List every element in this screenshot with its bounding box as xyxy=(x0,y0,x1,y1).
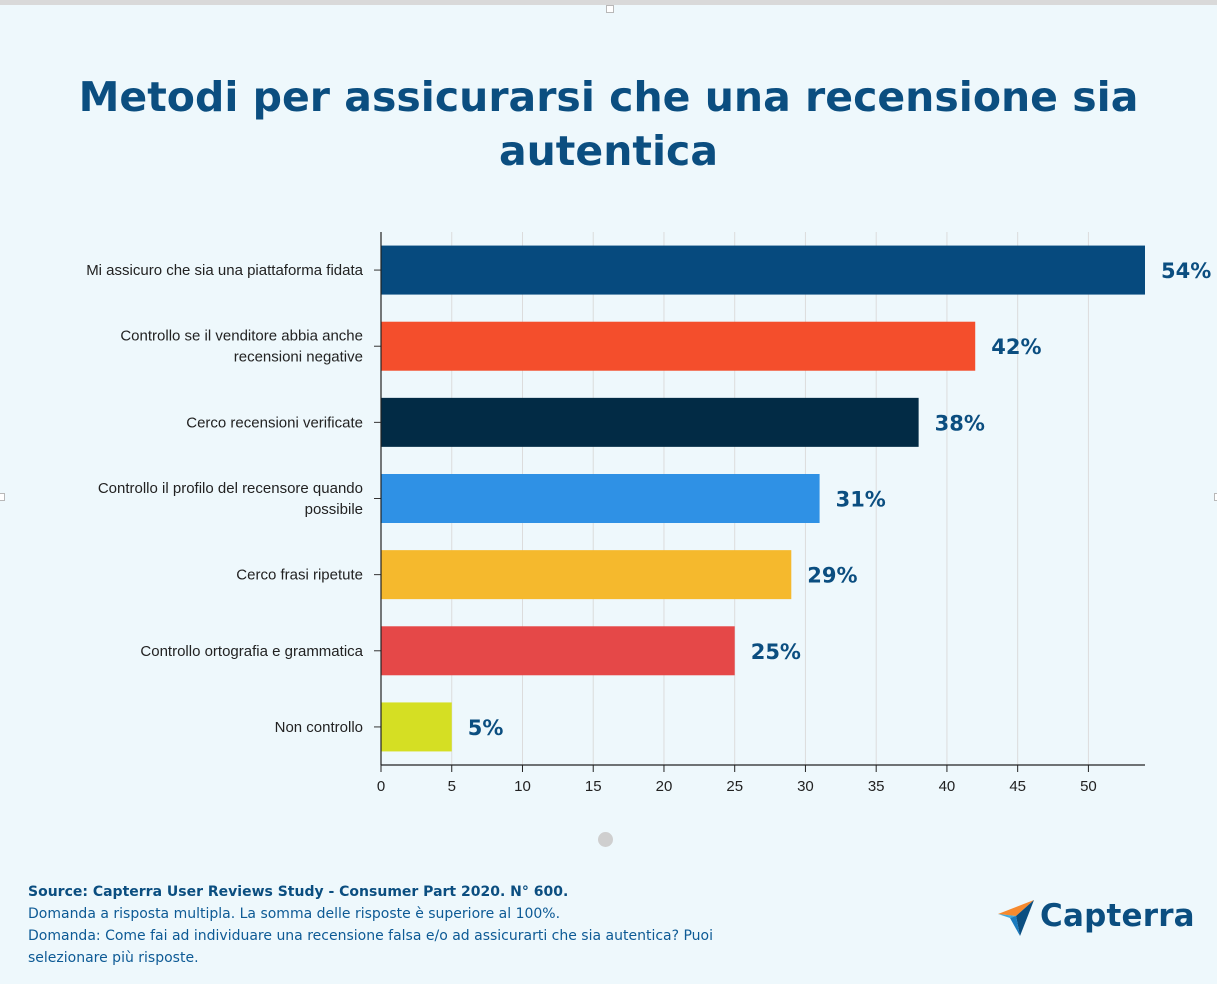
carousel-dot[interactable] xyxy=(598,832,613,847)
value-label: 31% xyxy=(836,488,886,512)
x-tick-label: 5 xyxy=(448,778,456,795)
chart-title: Metodi per assicurarsi che una recension… xyxy=(78,73,1139,175)
category-label: Controllo ortografia e grammatica xyxy=(140,643,363,660)
resize-handle-top[interactable] xyxy=(606,5,614,13)
x-tick-label: 30 xyxy=(797,778,814,795)
x-tick-label: 45 xyxy=(1009,778,1026,795)
logo-text: Capterra xyxy=(1040,898,1195,934)
x-tick-label: 50 xyxy=(1080,778,1097,795)
footer-note-multiple-answer: Domanda a risposta multipla. La somma de… xyxy=(28,906,561,922)
category-label: Controllo se il venditore abbia anche rec… xyxy=(120,328,363,366)
category-label: Cerco recensioni verificate xyxy=(186,414,363,431)
top-border xyxy=(0,0,1217,5)
x-tick-label: 40 xyxy=(939,778,956,795)
x-tick-label: 10 xyxy=(514,778,531,795)
value-label: 5% xyxy=(468,716,504,740)
x-tick-label: 20 xyxy=(656,778,673,795)
value-label: 25% xyxy=(751,640,801,664)
capterra-logo[interactable]: Capterra xyxy=(996,896,1195,936)
x-tick-label: 25 xyxy=(726,778,743,795)
bar xyxy=(381,474,820,523)
source-text: Source: Capterra User Reviews Study - Co… xyxy=(28,884,569,900)
bar xyxy=(381,626,735,676)
bar xyxy=(381,321,976,371)
x-tick-label: 35 xyxy=(868,778,885,795)
bar xyxy=(381,397,919,447)
resize-handle-left[interactable] xyxy=(0,493,5,501)
category-label: Controllo il profilo del recensore quand… xyxy=(98,480,363,518)
footer-notes: Source: Capterra User Reviews Study - Co… xyxy=(28,881,788,969)
category-label: Cerco frasi ripetute xyxy=(236,567,363,584)
capterra-arrow-icon xyxy=(998,900,1034,936)
value-label: 42% xyxy=(991,335,1041,359)
x-tick-label: 0 xyxy=(377,778,385,795)
bar xyxy=(381,550,792,600)
bar xyxy=(381,245,1145,295)
bar xyxy=(381,702,452,752)
value-label: 29% xyxy=(807,564,857,588)
resize-handle-right[interactable] xyxy=(1214,493,1217,501)
x-tick-label: 15 xyxy=(585,778,602,795)
category-label: Mi assicuro che sia una piattaforma fida… xyxy=(86,262,363,279)
value-label: 54% xyxy=(1161,259,1211,283)
category-label: Non controllo xyxy=(275,719,363,736)
footer-note-question: Domanda: Come fai ad individuare una rec… xyxy=(28,928,714,966)
value-label: 38% xyxy=(935,411,985,435)
